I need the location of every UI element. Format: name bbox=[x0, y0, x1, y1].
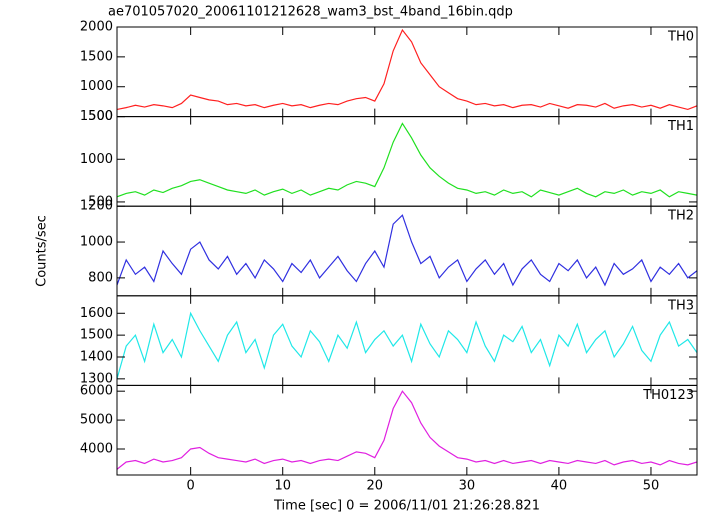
y-tick-label: 1500 bbox=[80, 49, 113, 64]
y-tick-label: 4000 bbox=[80, 441, 113, 456]
panel-frame bbox=[116, 384, 698, 476]
x-tick-label: 50 bbox=[643, 479, 660, 494]
y-tick-label: 1500 bbox=[80, 328, 113, 343]
y-tick-label: 5000 bbox=[80, 413, 113, 428]
data-line bbox=[117, 214, 697, 287]
y-tick-label: 6000 bbox=[80, 384, 113, 399]
y-tick-label: 500 bbox=[88, 194, 113, 209]
data-line bbox=[117, 390, 697, 470]
x-axis-label: Time [sec] 0 = 2006/11/01 21:26:28.821 bbox=[273, 499, 540, 514]
data-line bbox=[117, 28, 697, 111]
x-tick-label: 40 bbox=[551, 479, 568, 494]
data-line bbox=[117, 311, 697, 380]
panel-label: TH2 bbox=[667, 209, 694, 224]
y-axis-label: Counts/sec bbox=[35, 215, 50, 287]
data-line bbox=[117, 122, 697, 198]
y-tick-label: 1500 bbox=[80, 109, 113, 124]
y-tick-label: 1300 bbox=[80, 371, 113, 386]
x-tick-label: 30 bbox=[459, 479, 476, 494]
x-tick-label: 0 bbox=[187, 479, 195, 494]
panel-label: TH3 bbox=[667, 298, 694, 313]
x-tick-label: 10 bbox=[274, 479, 291, 494]
y-tick-label: 2000 bbox=[80, 20, 113, 35]
y-tick-label: 1400 bbox=[80, 349, 113, 364]
panel-label: TH1 bbox=[667, 119, 694, 134]
chart-title: ae701057020_20061101212628_wam3_bst_4ban… bbox=[108, 5, 513, 20]
y-tick-label: 1000 bbox=[80, 79, 113, 94]
y-tick-label: 1200 bbox=[80, 199, 113, 214]
y-tick-label: 1600 bbox=[80, 306, 113, 321]
y-tick-label: 1000 bbox=[80, 235, 113, 250]
panel-label: TH0123 bbox=[642, 388, 694, 403]
y-tick-label: 500 bbox=[88, 109, 113, 124]
panel-label: TH0 bbox=[667, 30, 694, 45]
panel-frame bbox=[116, 26, 698, 118]
panel-frame bbox=[116, 295, 698, 386]
y-tick-label: 800 bbox=[88, 270, 113, 285]
y-tick-label: 1000 bbox=[80, 152, 113, 167]
x-tick-label: 20 bbox=[367, 479, 384, 494]
